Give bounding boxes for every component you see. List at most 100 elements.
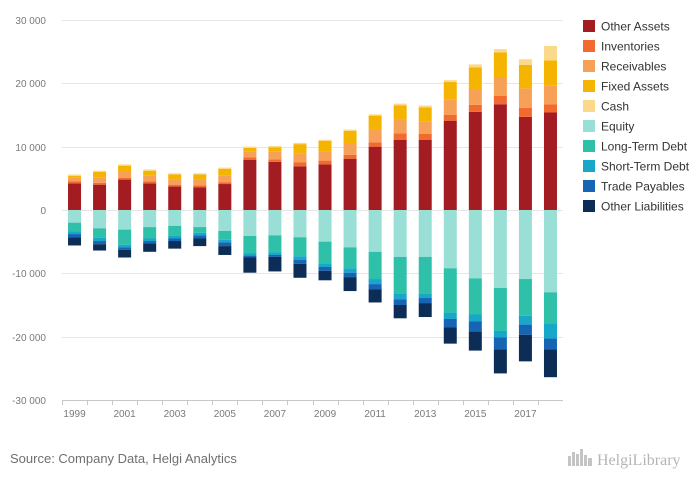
bar-segment xyxy=(168,225,182,236)
bar-segment xyxy=(68,234,82,238)
bar-segment xyxy=(518,334,532,362)
bar-segment xyxy=(293,263,307,278)
bar-segment xyxy=(143,181,157,184)
legend-swatch xyxy=(583,80,595,92)
bar-segment xyxy=(418,107,432,122)
bar-segment xyxy=(143,241,157,244)
bar-segment xyxy=(118,172,132,178)
bar-segment xyxy=(118,179,132,210)
bar-segment xyxy=(318,160,332,165)
bar-segment xyxy=(493,349,507,374)
bar-segment xyxy=(218,230,232,240)
bar-segment xyxy=(493,49,507,53)
bar-segment xyxy=(268,146,282,148)
bar-segment xyxy=(93,170,107,172)
bar-segment xyxy=(93,182,107,185)
y-tick-label: -20 000 xyxy=(12,333,46,344)
city-skyline-icon xyxy=(568,449,592,466)
bar-segment xyxy=(393,105,407,120)
bar-segment xyxy=(393,119,407,134)
bar-segment xyxy=(143,238,157,242)
bar-segment xyxy=(93,241,107,245)
bar-segment xyxy=(543,60,557,86)
bar-segment xyxy=(443,99,457,115)
bar-segment xyxy=(318,241,332,264)
bar-segment xyxy=(218,242,232,247)
x-tick-label: 2007 xyxy=(264,409,287,420)
bar-segment xyxy=(443,312,457,319)
bar-segment xyxy=(418,293,432,299)
bar-segment xyxy=(293,166,307,210)
bar-segment xyxy=(68,183,82,210)
bar-segment xyxy=(293,144,307,154)
bar-segment xyxy=(168,241,182,249)
bar-segment xyxy=(343,247,357,269)
bar-segment xyxy=(343,268,357,273)
bar-segment xyxy=(518,324,532,335)
bar-segment xyxy=(368,284,382,290)
bar-segment xyxy=(418,298,432,304)
bar-segment xyxy=(193,232,207,236)
bar-segment xyxy=(493,287,507,331)
x-tick-label: 2005 xyxy=(214,409,237,420)
y-tick-label: -10 000 xyxy=(12,269,46,280)
bar-segment xyxy=(368,251,382,280)
bar-segment xyxy=(393,305,407,319)
bar-segment xyxy=(493,77,507,96)
bar-segment xyxy=(518,59,532,65)
bar-segment xyxy=(118,249,132,258)
bar-segment xyxy=(418,121,432,134)
legend-swatch xyxy=(583,140,595,152)
bar-segment xyxy=(493,210,507,288)
bar-segment xyxy=(543,112,557,210)
bar-segment xyxy=(468,210,482,279)
bar-segment xyxy=(168,210,182,226)
legend-swatch xyxy=(583,20,595,32)
bar-segment xyxy=(118,247,132,250)
bar-segment xyxy=(418,134,432,140)
bar-segment xyxy=(143,175,157,182)
bar-segment xyxy=(118,164,132,166)
bar-segment xyxy=(543,338,557,350)
bar-segment xyxy=(68,177,82,182)
bar-segment xyxy=(443,318,457,328)
grid-lines xyxy=(62,20,563,401)
bar-segment xyxy=(368,142,382,147)
bar-segment xyxy=(293,256,307,261)
bar-segment xyxy=(368,279,382,285)
bar-segment xyxy=(293,210,307,238)
x-tick-label: 2003 xyxy=(164,409,187,420)
bar-segment xyxy=(318,270,332,281)
bar-segment xyxy=(368,146,382,210)
bar-segment xyxy=(143,169,157,171)
bar-segment xyxy=(218,184,232,210)
bar-segment xyxy=(468,278,482,315)
bar-segment xyxy=(218,167,232,169)
bar-segment xyxy=(418,210,432,257)
bar-segment xyxy=(468,321,482,332)
legend-label: Trade Payables xyxy=(601,180,685,194)
x-tick-label: 1999 xyxy=(63,409,86,420)
y-tick-label: -30 000 xyxy=(12,396,46,407)
legend-swatch xyxy=(583,160,595,172)
bar-segment xyxy=(293,153,307,163)
bar-segment xyxy=(193,174,207,180)
bar-segment xyxy=(93,172,107,178)
bar-segment xyxy=(293,162,307,167)
bar-segment xyxy=(243,147,257,152)
source-text: Source: Company Data, Helgi Analytics xyxy=(10,451,237,466)
bar-segment xyxy=(543,85,557,105)
bar-segment xyxy=(243,257,257,273)
bar-segment xyxy=(93,184,107,210)
bar-segment xyxy=(218,182,232,185)
bar-segment xyxy=(168,173,182,175)
legend-label: Fixed Assets xyxy=(601,80,669,94)
bar-segment xyxy=(443,210,457,269)
bar-segment xyxy=(193,210,207,228)
bar-segment xyxy=(418,105,432,108)
x-tick-label: 2009 xyxy=(314,409,337,420)
bar-segment xyxy=(543,45,557,61)
bar-segment xyxy=(393,210,407,257)
bar-segment xyxy=(343,143,357,155)
legend-swatch xyxy=(583,180,595,192)
